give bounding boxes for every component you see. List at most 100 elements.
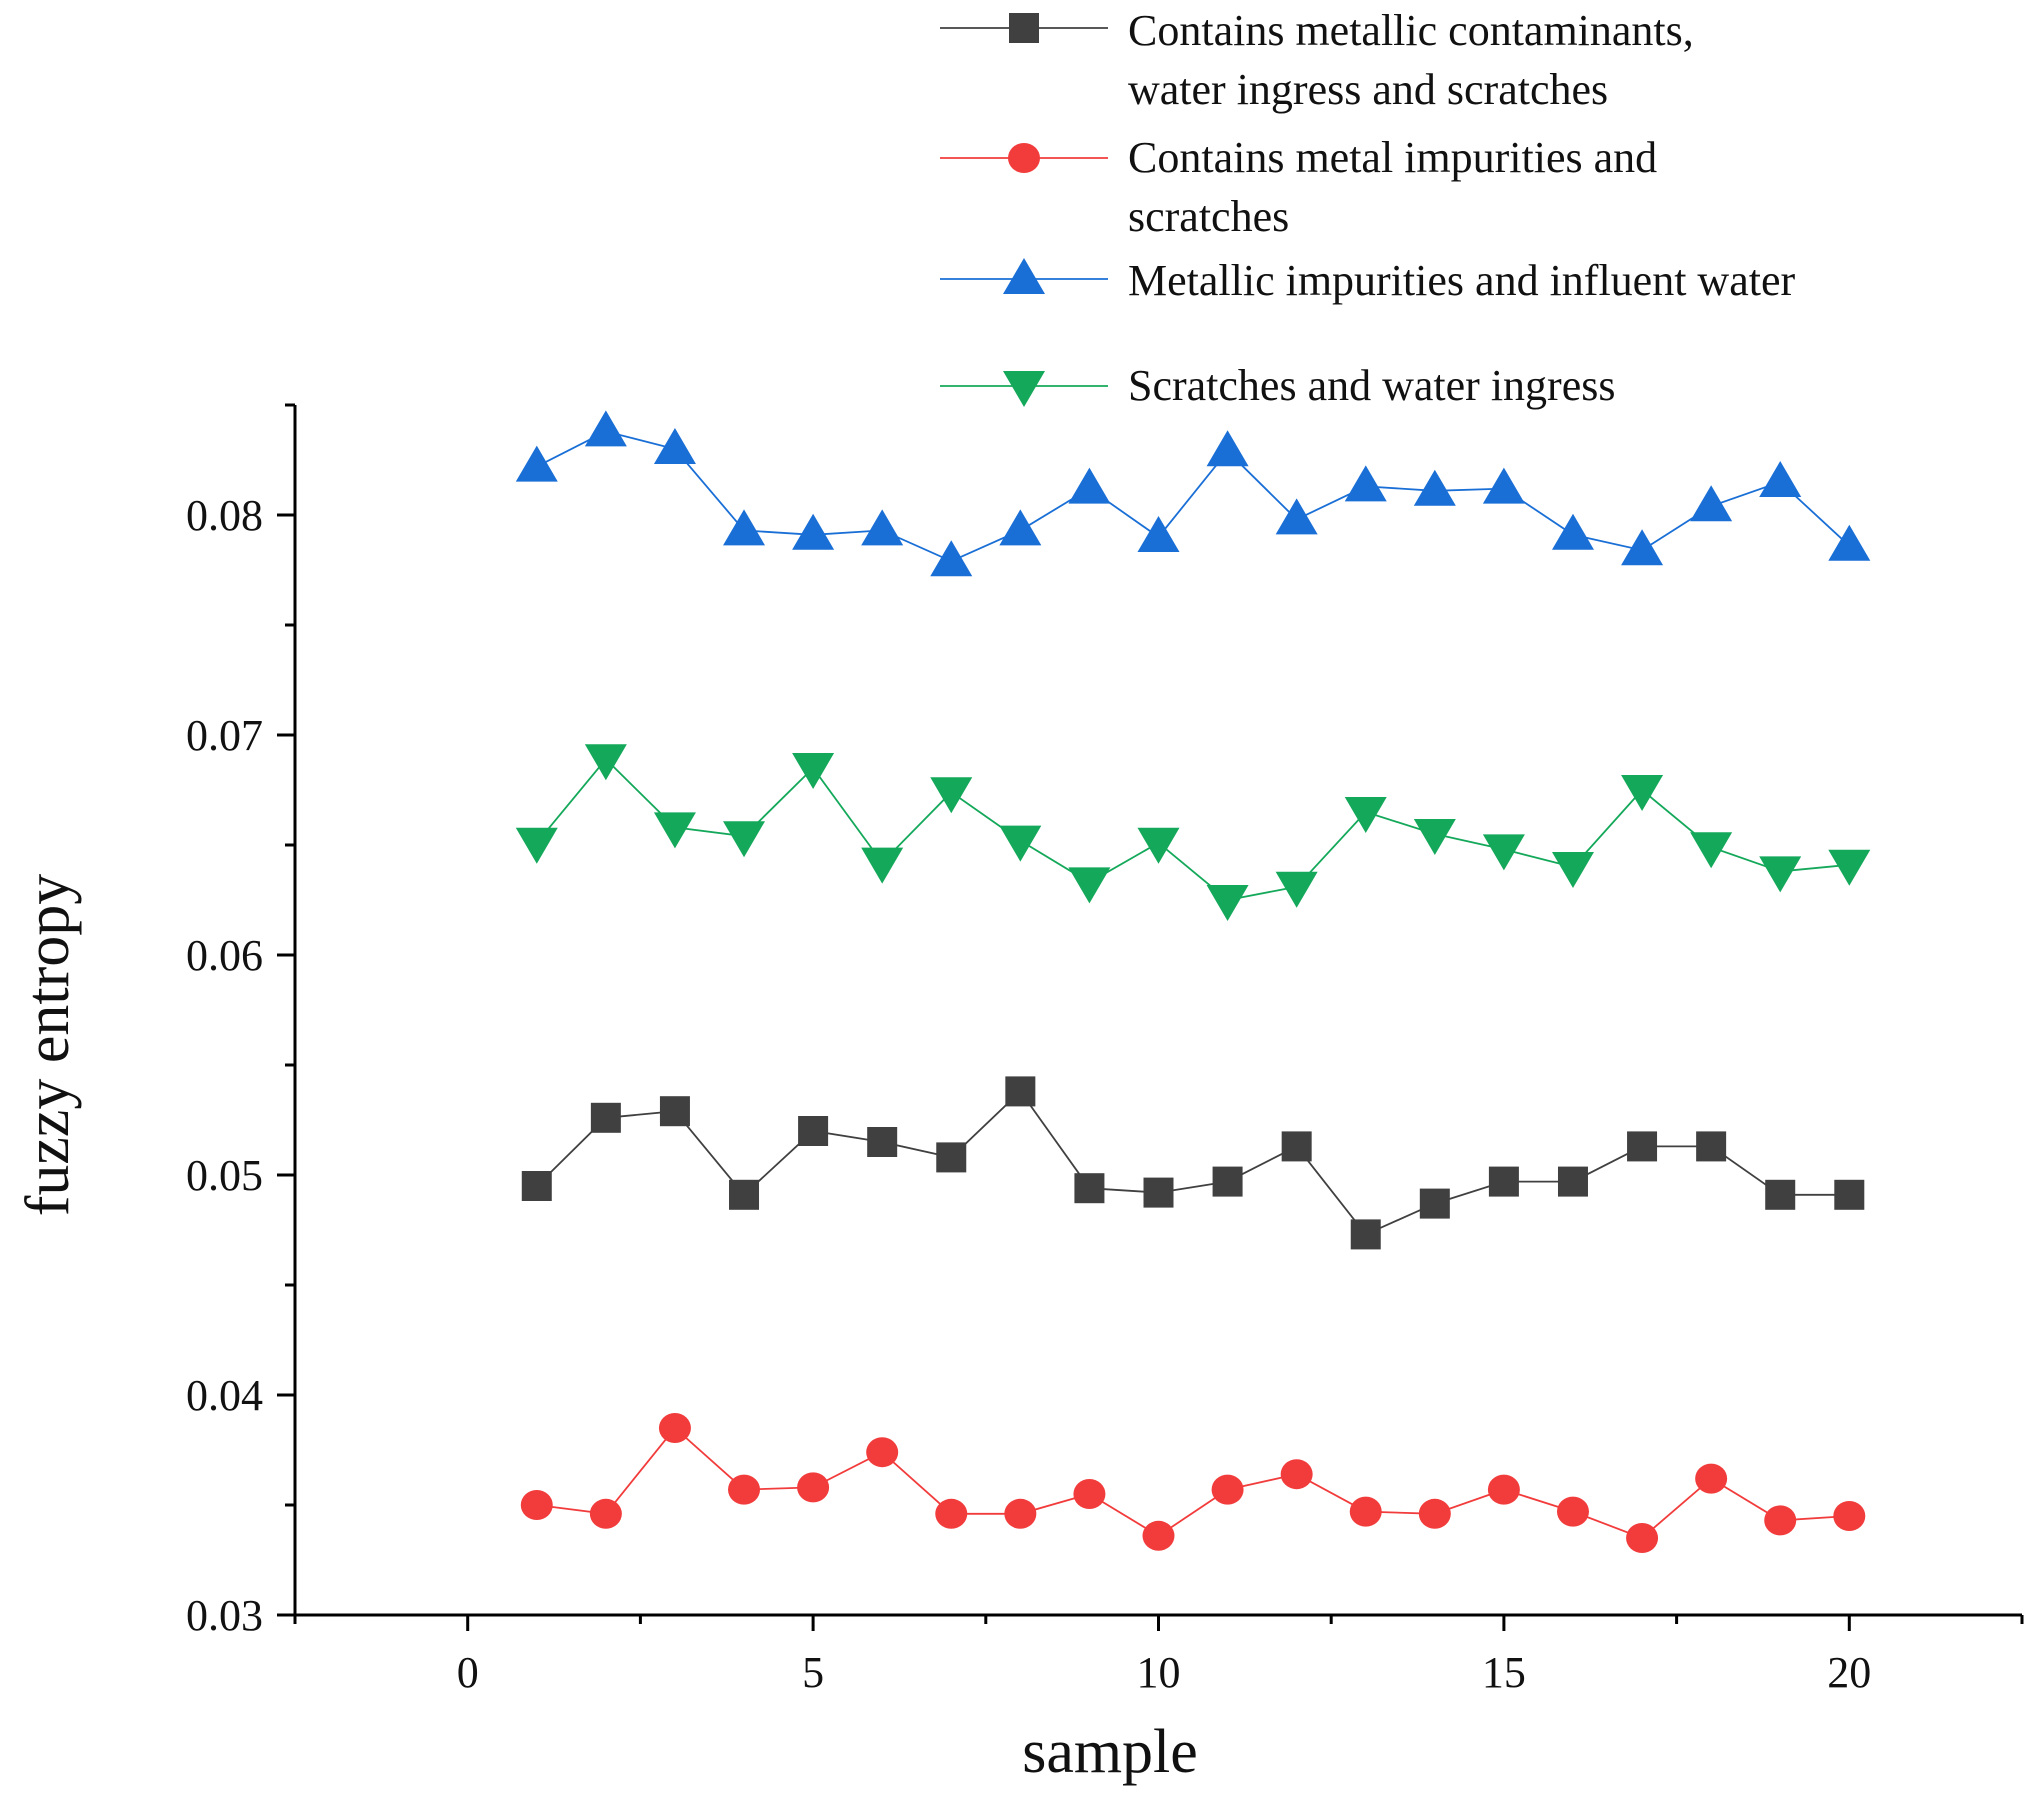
data-point [659,1096,690,1127]
data-point [1005,1076,1036,1107]
data-point [723,821,766,858]
legend-marker [1003,371,1045,407]
y-tick-label: 0.06 [186,931,263,980]
data-point [1074,1173,1105,1204]
data-point [1551,513,1594,550]
data-point [1418,1498,1451,1529]
data-point [1206,885,1249,921]
data-point [728,1474,761,1505]
x-tick-label: 15 [1482,1648,1526,1697]
data-point [1482,834,1525,871]
data-point [1275,498,1318,535]
data-point [1073,1479,1106,1509]
data-point [1349,1496,1382,1527]
legend-label: Metallic impurities and influent water [1128,256,1795,305]
legend: Contains metallic contaminants, water ing… [940,6,1795,410]
data-point [515,445,558,482]
data-point [935,1498,968,1529]
x-tick-label: 5 [802,1648,824,1697]
data-point [1627,1131,1658,1162]
data-point [1690,485,1733,522]
x-tick-label: 20 [1827,1648,1871,1697]
data-point [589,1498,622,1529]
data-point [792,513,835,550]
legend-marker [1003,258,1045,294]
data-point [1137,827,1180,864]
data-point [1275,871,1318,908]
axes: 0 5 10 15 20 0.03 0.04 0.05 0.06 0.07 0.08 [186,403,2024,1697]
y-tick-label: 0.08 [186,491,263,540]
data-point [1206,430,1249,467]
data-point [1626,1523,1659,1553]
plot-series [515,410,1871,1553]
x-axis-title: sample [1022,1718,1198,1786]
data-point [1211,1474,1244,1505]
data-point [930,540,973,577]
data-point [1833,1501,1866,1531]
data-point [515,827,558,864]
data-point [1212,1166,1243,1197]
legend-label: Contains metallic contaminants, [1128,6,1694,55]
data-point [520,1490,553,1520]
data-point [867,1127,898,1157]
data-point [792,753,835,789]
data-point [1068,867,1111,904]
data-point [1419,1188,1450,1219]
legend-entry: Contains metallic contaminants, water ing… [940,6,1694,114]
data-point [1350,1219,1381,1250]
series-metallic-water [515,410,1871,577]
series-metallic-water-scratches [521,1076,1865,1250]
y-tick-label: 0.07 [186,711,263,760]
y-axis-title: fuzzy entropy [14,874,82,1217]
data-point [1828,849,1871,886]
data-point [797,1472,830,1503]
legend-entry: Contains metal impurities and scratches [940,133,1657,241]
series-scratches-water [515,744,1871,921]
y-tick-label: 0.03 [186,1591,263,1640]
data-point [1137,516,1180,552]
data-point [999,509,1042,546]
data-point [1281,1131,1312,1162]
legend-label: water ingress and scratches [1128,65,1608,114]
data-point [1004,1498,1037,1529]
data-point [1557,1166,1588,1197]
data-point [1068,467,1111,504]
series-metal-scratches [520,1413,1866,1553]
data-point [1143,1177,1174,1208]
y-tick-label: 0.05 [186,1151,263,1200]
data-point [653,428,696,464]
data-point [1695,1463,1728,1494]
data-point [1621,529,1664,566]
data-point [1413,819,1456,855]
legend-label: Scratches and water ingress [1128,361,1615,410]
data-point [866,1437,899,1468]
data-point [1344,797,1387,833]
data-point [584,410,627,447]
data-point [1759,461,1802,497]
data-point [1488,1166,1519,1197]
data-point [1344,465,1387,502]
data-point [1280,1459,1313,1490]
data-point [1413,469,1456,506]
data-point [723,509,766,546]
data-point [1764,1505,1797,1536]
data-point [1142,1520,1175,1551]
data-point [798,1116,829,1146]
legend-marker [1008,143,1040,173]
data-point [1828,524,1871,561]
x-tick-label: 10 [1137,1648,1181,1697]
data-point [658,1413,691,1443]
data-point [590,1102,621,1133]
data-point [861,847,904,884]
legend-marker [1009,13,1039,43]
data-point [1551,852,1594,888]
legend-entry: Scratches and water ingress [940,361,1615,410]
data-point [1690,832,1733,869]
data-point [653,812,696,849]
data-point [1696,1131,1727,1162]
data-point [1487,1474,1520,1505]
series-line [536,1090,1850,1236]
data-point [930,777,973,814]
data-point [521,1171,552,1201]
data-point [999,825,1042,862]
